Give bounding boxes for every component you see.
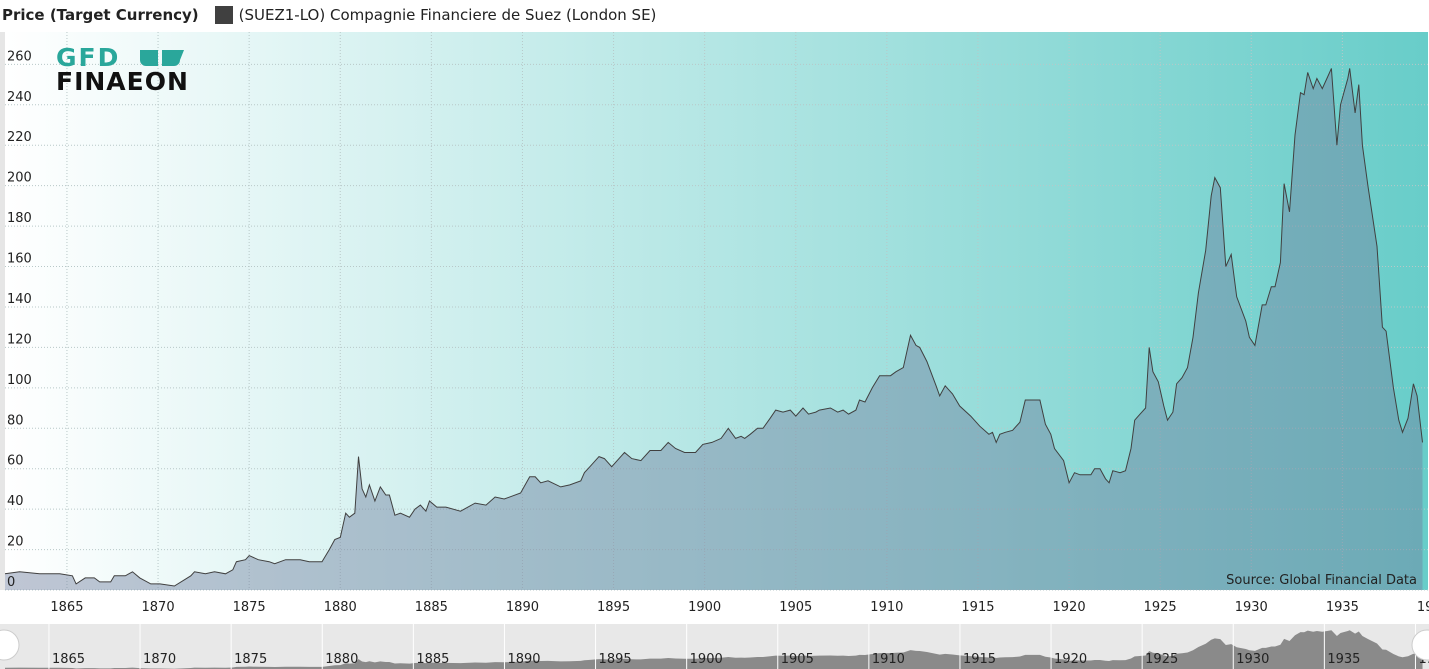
gfd-finaeon-logo: GFD FINAEON [56,43,236,96]
y-tick-label: 160 [7,252,32,267]
y-tick-label: 0 [7,575,15,590]
y-tick-label: 80 [7,413,24,428]
y-tick-label: 140 [7,292,32,307]
legend-label[interactable]: (SUEZ1-LO) Compagnie Financiere de Suez … [238,6,657,24]
x-tick-label: 1940 [1417,600,1429,615]
navigator-tick-label: 1910 [872,652,905,667]
svg-text:FINAEON: FINAEON [56,67,189,94]
y-tick-label: 200 [7,171,32,186]
navigator-tick-label: 1900 [690,652,723,667]
svg-text:GFD: GFD [56,46,120,72]
chart-title: Price (Target Currency) [2,6,199,24]
x-tick-label: 1880 [324,600,357,615]
source-label: Source: Global Financial Data [1226,573,1417,588]
y-tick-label: 20 [7,535,24,550]
y-tick-label: 180 [7,211,32,226]
x-tick-label: 1930 [1235,600,1268,615]
navigator-right-handle[interactable] [1411,629,1429,661]
navigator-tick-label: 1890 [507,652,540,667]
y-tick-label: 60 [7,454,24,469]
plot-background [5,32,1428,590]
navigator-left-handle[interactable] [0,629,20,661]
navigator-tick-label: 1930 [1236,652,1269,667]
y-tick-label: 220 [7,130,32,145]
navigator-tick-label: 1905 [781,652,814,667]
x-tick-label: 1925 [1144,600,1177,615]
navigator-tick-label: 1865 [52,652,85,667]
series-area [5,68,1423,590]
x-tick-label: 1905 [779,600,812,615]
navigator-tick-label: 1925 [1145,652,1178,667]
y-tick-label: 240 [7,90,32,105]
navigator-series [5,630,1423,669]
navigator-tick-label: 1895 [599,652,632,667]
x-tick-label: 1920 [1053,600,1086,615]
y-tick-label: 260 [7,49,32,64]
x-tick-label: 1870 [142,600,175,615]
x-tick-label: 1865 [50,600,83,615]
x-tick-label: 1890 [506,600,539,615]
x-tick-label: 1900 [688,600,721,615]
navigator-tick-label: 1880 [325,652,358,667]
x-tick-label: 1885 [415,600,448,615]
chart-header: Price (Target Currency) (SUEZ1-LO) Compa… [0,0,656,30]
x-tick-label: 1935 [1326,600,1359,615]
series-line [4,68,1423,587]
x-tick-label: 1915 [961,600,994,615]
navigator-tick-label: 1935 [1327,652,1360,667]
x-tick-label: 1875 [233,600,266,615]
y-tick-label: 100 [7,373,32,388]
navigator-tick-label: 1920 [1054,652,1087,667]
y-tick-label: 40 [7,494,24,509]
navigator-tick-label: 1875 [234,652,267,667]
y-tick-label: 120 [7,332,32,347]
legend-swatch[interactable] [214,6,233,24]
x-tick-label: 1895 [597,600,630,615]
y-axis-strip [0,32,5,590]
navigator-tick-label: 1915 [963,652,996,667]
navigator-tick-label: 1870 [143,652,176,667]
navigator-tick-label: 1885 [416,652,449,667]
x-tick-label: 1910 [870,600,903,615]
